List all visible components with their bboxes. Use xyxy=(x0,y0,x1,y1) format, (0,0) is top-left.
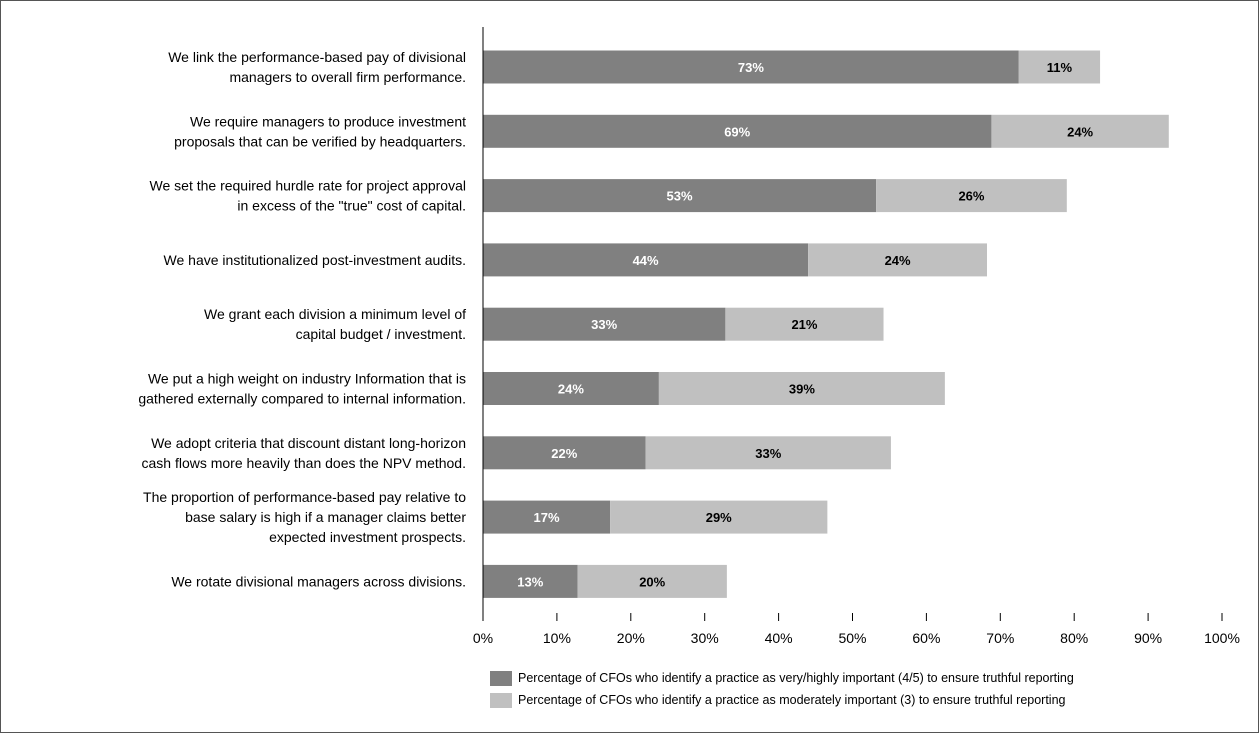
category-label-line: managers to overall firm performance. xyxy=(229,69,466,85)
stacked-bar-chart: 73% 11% 69% 24% 53% 26% 44% 24% 33% 21% 24% 39% 22% 3… xyxy=(138,27,1240,646)
bar-moderately-important xyxy=(991,114,1169,148)
bar-value-label: 73% xyxy=(738,60,764,75)
bar-moderately-important xyxy=(610,500,828,534)
x-tick-label: 80% xyxy=(1060,630,1088,646)
category-label: We grant each division a minimum level o… xyxy=(204,306,466,342)
bar-value-label: 33% xyxy=(591,317,617,332)
category-label: We link the performance-based pay of div… xyxy=(168,49,466,85)
bar-value-label: 24% xyxy=(1067,124,1093,139)
category-label-line: We set the required hurdle rate for proj… xyxy=(150,178,466,194)
category-label-line: We adopt criteria that discount distant … xyxy=(151,435,466,451)
x-tick-label: 90% xyxy=(1134,630,1162,646)
category-labels: We link the performance-based pay of div… xyxy=(138,49,466,589)
bar-value-label: 44% xyxy=(633,253,659,268)
bar-value-label: 29% xyxy=(706,510,732,525)
category-label-line: proposals that can be verified by headqu… xyxy=(174,133,466,149)
category-label: We require managers to produce investmen… xyxy=(174,113,466,149)
bar-moderately-important xyxy=(725,307,884,341)
bar-moderately-important xyxy=(808,243,987,277)
x-tick-label: 10% xyxy=(543,630,571,646)
bar-value-label: 21% xyxy=(791,317,817,332)
legend-swatch-moderate xyxy=(490,692,512,708)
bar-value-label: 33% xyxy=(755,446,781,461)
bar-very-important xyxy=(483,500,611,534)
x-tick-label: 60% xyxy=(912,630,940,646)
legend-item-moderate: Percentage of CFOs who identify a practi… xyxy=(490,689,1074,711)
category-label-line: We require managers to produce investmen… xyxy=(190,113,466,129)
bar-value-label: 17% xyxy=(534,510,560,525)
legend-label-moderate: Percentage of CFOs who identify a practi… xyxy=(518,693,1066,707)
bar-moderately-important xyxy=(645,436,891,470)
category-label: We put a high weight on industry Informa… xyxy=(138,371,466,407)
category-label: The proportion of performance-based pay … xyxy=(143,489,466,545)
x-tick-label: 30% xyxy=(691,630,719,646)
x-tick-label: 0% xyxy=(473,630,493,646)
bar-very-important xyxy=(483,179,877,213)
bar-value-label: 13% xyxy=(517,574,543,589)
bar-value-label: 53% xyxy=(667,189,693,204)
x-tick-label: 40% xyxy=(765,630,793,646)
category-label-line: We rotate divisional managers across div… xyxy=(171,573,466,589)
bar-moderately-important xyxy=(876,179,1067,213)
bar-value-label: 24% xyxy=(885,253,911,268)
category-label-line: expected investment prospects. xyxy=(269,529,466,545)
bar-very-important xyxy=(483,564,578,598)
bar-value-label: 26% xyxy=(958,189,984,204)
bar-very-important xyxy=(483,372,659,405)
category-label-line: We put a high weight on industry Informa… xyxy=(148,371,466,387)
bars-layer: 73% 11% 69% 24% 53% 26% 44% 24% 33% 21% 24% 39% 22% 3… xyxy=(483,50,1169,598)
bar-value-label: 20% xyxy=(639,574,665,589)
bar-value-label: 69% xyxy=(724,124,750,139)
bar-value-label: 22% xyxy=(551,446,577,461)
bar-very-important xyxy=(483,243,809,277)
bar-moderately-important xyxy=(1018,50,1101,84)
bar-value-label: 11% xyxy=(1047,60,1073,75)
category-label-line: base salary is high if a manager claims … xyxy=(185,509,466,525)
category-label-line: capital budget / investment. xyxy=(296,326,466,342)
category-label-line: We have institutionalized post-investmen… xyxy=(164,252,466,268)
bar-value-label: 39% xyxy=(789,382,815,397)
category-label-line: The proportion of performance-based pay … xyxy=(143,489,466,505)
bar-value-label: 24% xyxy=(558,382,584,397)
category-label-line: We grant each division a minimum level o… xyxy=(204,306,466,322)
bar-moderately-important xyxy=(577,564,727,598)
bar-very-important xyxy=(483,114,992,148)
x-tick-label: 70% xyxy=(986,630,1014,646)
legend-label-high: Percentage of CFOs who identify a practi… xyxy=(518,671,1074,685)
bar-moderately-important xyxy=(658,372,945,405)
x-tick-label: 50% xyxy=(838,630,866,646)
bar-very-important xyxy=(483,436,646,470)
category-label-line: We link the performance-based pay of div… xyxy=(168,49,466,65)
bar-very-important xyxy=(483,50,1019,84)
legend-swatch-high xyxy=(490,670,512,686)
legend: Percentage of CFOs who identify a practi… xyxy=(490,667,1074,711)
x-tick-label: 20% xyxy=(617,630,645,646)
category-label-line: gathered externally compared to internal… xyxy=(138,391,466,407)
category-label: We rotate divisional managers across div… xyxy=(171,573,466,589)
category-label: We set the required hurdle rate for proj… xyxy=(150,178,466,214)
x-tick-label: 100% xyxy=(1204,630,1240,646)
legend-item-high: Percentage of CFOs who identify a practi… xyxy=(490,667,1074,689)
category-label: We have institutionalized post-investmen… xyxy=(164,252,466,268)
category-label: We adopt criteria that discount distant … xyxy=(141,435,466,471)
bar-very-important xyxy=(483,307,726,341)
category-label-line: cash flows more heavily than does the NP… xyxy=(141,455,466,471)
category-label-line: in excess of the "true" cost of capital. xyxy=(237,198,466,214)
x-axis: 0% 10% 20% 30% 40% 50% 60% 70% 80% 90% 100% xyxy=(473,27,1240,646)
